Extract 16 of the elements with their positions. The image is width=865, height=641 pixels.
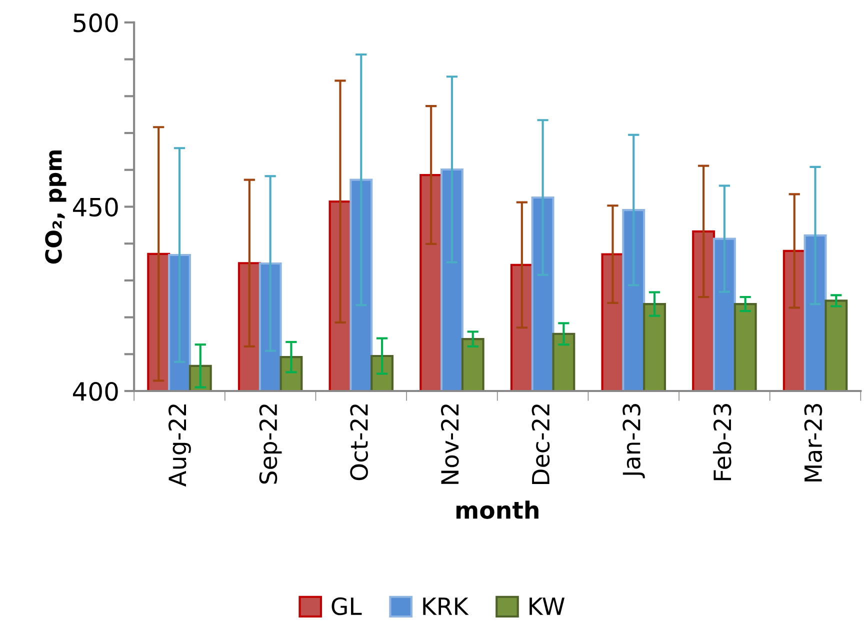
y-axis-title: CO₂, ppm bbox=[45, 150, 66, 264]
x-tick-label: Mar-23 bbox=[804, 404, 822, 482]
x-tick-label: Aug-22 bbox=[168, 404, 191, 487]
y-tick-label: 500 bbox=[74, 13, 118, 32]
y-tick-label: 450 bbox=[72, 198, 118, 217]
legend-label: GL bbox=[332, 597, 362, 616]
x-tick-label: Oct-22 bbox=[350, 404, 368, 480]
y-tick-label: 400 bbox=[72, 382, 118, 401]
x-tick-label: Nov-22 bbox=[440, 404, 459, 484]
x-tick-label: Sep-22 bbox=[259, 404, 282, 484]
legend-label: KW bbox=[530, 598, 564, 615]
x-axis-title: month bbox=[456, 500, 538, 519]
x-tick-label: Jan-23 bbox=[622, 404, 645, 478]
x-tick-label: Feb-23 bbox=[713, 404, 732, 480]
x-tick-label: Dec-22 bbox=[532, 404, 550, 484]
legend-label: KRK bbox=[423, 598, 469, 615]
